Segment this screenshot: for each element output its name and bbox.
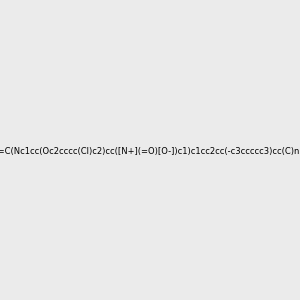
Text: O=C(Nc1cc(Oc2cccc(Cl)c2)cc([N+](=O)[O-])c1)c1cc2cc(-c3ccccc3)cc(C)n2n1: O=C(Nc1cc(Oc2cccc(Cl)c2)cc([N+](=O)[O-])… [0,147,300,156]
